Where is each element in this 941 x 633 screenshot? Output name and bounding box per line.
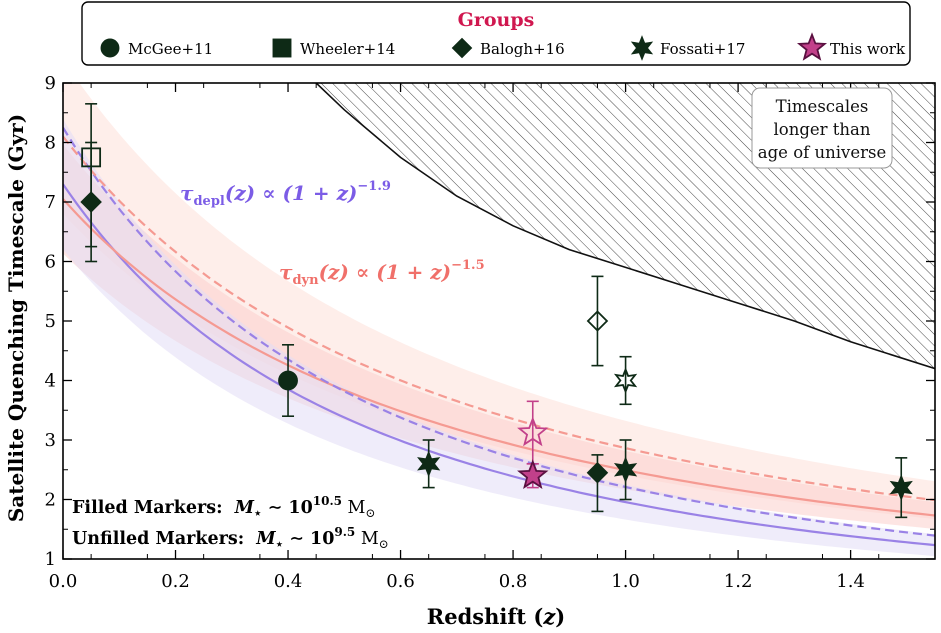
x-tick-label-6: 1.2 [724,571,753,592]
tau-depl-annotation: τdepl(z) ∝ (1 + z)−1.9 [180,179,391,209]
x-tick-label-3: 0.6 [386,571,415,592]
marker-star6-3 [417,450,441,478]
unfilled-mass-star: ⋆ [276,537,284,551]
x-tick-label-4: 0.8 [499,571,528,592]
marker-star6-9 [613,456,638,484]
tau-depl-exponent: −1.9 [357,179,391,194]
unfilled-markers-note: Unfilled Markers: M⋆ ∼ 109.5 M⊙ [72,525,389,551]
x-axis-label-symbol: z [542,604,556,629]
curve-tau_depl [63,183,935,547]
point-5 [517,459,549,490]
unfilled-mass-unit: M [355,529,379,549]
filled-mass-exp: 10.5 [313,494,342,508]
legend-marker-square [272,38,292,58]
legend-marker-star6 [630,35,654,61]
y-axis-label: Satellite Quenching Timescale (Gyr) [4,114,28,522]
legend-label-0: McGee+11 [128,40,213,58]
region-label-line-2: longer than [773,120,870,139]
legend-entry-4: This work [796,32,906,61]
legend-marker-circle [100,38,120,58]
curve-tau_dyn [63,198,935,517]
tau-depl-symbol: τ [180,181,194,205]
unfilled-mass-symbol: M [255,529,276,549]
marker-diamond-6 [586,310,609,332]
x-tick-label-7: 1.4 [836,571,865,592]
region-label-line-3: age of universe [758,143,886,162]
tau-dyn-symbol: τ [279,260,293,284]
y-tick-label-1: 2 [45,490,56,511]
point-3 [417,439,441,489]
region-label-box: Timescales longer than age of universe [751,87,893,169]
point-8 [613,355,638,406]
y-tick-label-7: 8 [45,133,56,154]
legend-entry-2: Balogh+16 [451,37,565,59]
marker-diamond-1 [80,191,102,213]
point-2 [278,343,298,418]
curve-tau_depl_lowmass [63,127,935,537]
filled-mass-unit: M [342,498,366,518]
curve-tau_dyn_lowmass [63,135,935,502]
marker-star5-4 [517,416,549,447]
y-tick-label-3: 4 [45,371,56,392]
legend-entry-1: Wheeler+14 [272,38,395,58]
unfilled-mass-exp: 9.5 [334,525,355,539]
data-points [80,103,913,519]
x-tick-label-2: 0.4 [274,571,303,592]
x-axis-label-main: Redshift [427,604,527,629]
legend-entry-3: Fossati+17 [630,35,745,61]
marker-star5-5 [517,459,549,490]
legend-items: McGee+11 Wheeler+14 Balogh+16 Fossati+17 Thi… [100,32,906,61]
legend-marker-star5 [796,32,828,61]
model-curves [63,127,935,547]
legend-label-1: Wheeler+14 [300,40,395,58]
tau-dyn-sub: dyn [292,273,319,288]
y-tick-label-0: 1 [45,549,56,570]
tau-depl-body: (z) ∝ (1 + z) [225,181,358,205]
filled-mass-symbol: M [234,498,255,518]
filled-markers-label: Filled Markers: [72,498,223,518]
legend-label-4: This work [830,40,906,58]
x-tick-label-5: 1.0 [611,571,640,592]
legend: Groups McGee+11 Wheeler+14 Balogh+16 Fossat… [81,1,911,66]
x-tick-label-0: 0.0 [49,571,78,592]
legend-entry-0: McGee+11 [100,38,213,58]
legend-marker-diamond [451,37,473,59]
point-1 [80,141,102,263]
tau-dyn-annotation: τdyn(z) ∝ (1 + z)−1.5 [279,258,485,288]
marker-star6-8 [613,367,638,394]
x-tick-label-1: 0.2 [161,571,190,592]
filled-markers-note: Filled Markers: M⋆ ∼ 1010.5 M⊙ [72,494,376,520]
tau-dyn-exponent: −1.5 [451,258,485,273]
y-tick-label-6: 7 [45,192,56,213]
legend-title: Groups [458,9,535,31]
axis-ticks: 0.0 0.2 0.4 0.6 0.8 1.0 1.2 1.4 1 2 3 4 5 6 7 8 9 [45,73,935,592]
tau-depl-sub: depl [193,194,224,209]
legend-label-2: Balogh+16 [480,40,565,58]
region-label-line-1: Timescales [776,97,869,116]
unfilled-markers-label: Unfilled Markers: [72,529,244,549]
y-tick-label-8: 9 [45,73,56,94]
x-axis-label: Redshift (z) [427,604,565,629]
point-10 [889,457,913,519]
point-6 [586,275,609,367]
marker-diamond-7 [586,461,609,484]
point-9 [613,439,638,501]
marker-star6-10 [889,474,913,502]
tau-dyn-body: (z) ∝ (1 + z) [319,260,452,284]
unfilled-mass-sim: ∼ 10 [283,529,334,549]
filled-mass-star: ⋆ [254,506,262,520]
y-tick-label-5: 6 [45,252,56,273]
filled-mass-sim: ∼ 10 [262,498,313,518]
point-7 [586,454,609,513]
filled-mass-sun: ⊙ [365,506,375,520]
unfilled-mass-sun: ⊙ [379,537,389,551]
y-tick-label-4: 5 [45,311,56,332]
marker-circle-2 [278,370,298,391]
age-of-universe-line [315,83,935,370]
legend-label-3: Fossati+17 [660,40,745,58]
y-tick-label-2: 3 [45,430,56,451]
